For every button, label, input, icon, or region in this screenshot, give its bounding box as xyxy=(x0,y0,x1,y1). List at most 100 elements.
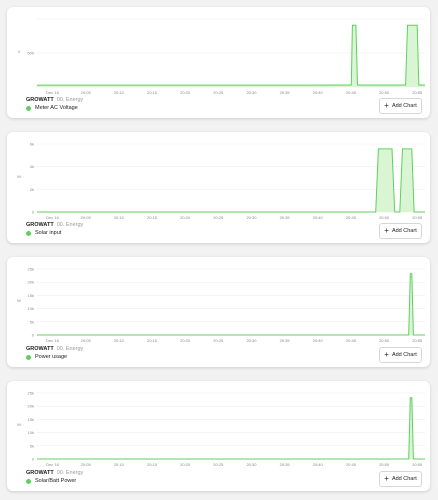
plus-icon: + xyxy=(384,226,389,235)
x-tick-label: Dec 16 xyxy=(46,90,59,95)
x-tick-label: 20:50 xyxy=(379,90,390,95)
chart-card-solar-input: 6k 4k 2k 0 W Dec 16 20:05 20:10 20:15 20:20 20:25 2… xyxy=(7,132,430,243)
metric-label: Power usage xyxy=(35,354,68,360)
series-area xyxy=(37,25,425,87)
x-tick-label: 20:50 xyxy=(379,462,390,467)
y-tick-label: 2k xyxy=(30,187,34,192)
x-tick-label: 20:15 xyxy=(147,90,158,95)
x-tick-label: 20:10 xyxy=(114,462,125,467)
add-chart-label: Add Chart xyxy=(391,103,417,109)
x-tick-label: 20:55 xyxy=(412,90,423,95)
y-axis-unit: W xyxy=(17,174,21,179)
y-tick-label: 5k xyxy=(30,319,34,324)
brand-label: GROWATT xyxy=(26,222,54,228)
x-tick-label: 20:15 xyxy=(147,338,158,343)
series-dot-icon xyxy=(26,354,31,360)
series-area xyxy=(37,148,425,212)
add-chart-button[interactable]: + Add Chart xyxy=(379,471,422,487)
series-dot-icon xyxy=(26,478,31,484)
add-chart-button[interactable]: + Add Chart xyxy=(379,223,422,239)
x-tick-label: 20:25 xyxy=(213,215,224,220)
y-tick-label: 0 xyxy=(32,210,35,215)
x-tick-label: 20:45 xyxy=(346,462,357,467)
y-tick-label: 20k xyxy=(28,280,34,285)
y-tick-label: 0 xyxy=(32,457,35,462)
x-tick-label: 20:35 xyxy=(280,215,291,220)
source-label: 00. Energy xyxy=(56,97,84,103)
series-line xyxy=(37,273,425,336)
chart-card-power-usage: 25k 20k 15k 10k 5k 0 W Dec 16 20:05 20:10 20:15 20:… xyxy=(7,257,430,367)
series-area xyxy=(37,397,425,459)
x-tick-label: 20:05 xyxy=(81,338,92,343)
x-tick-label: 20:05 xyxy=(81,90,92,95)
metric-label: Solar input xyxy=(35,230,62,236)
metric-label: Solar/Batt Power xyxy=(35,478,77,484)
series-dot-icon xyxy=(26,230,31,236)
series-dot-icon xyxy=(26,105,31,111)
x-tick-label: 20:45 xyxy=(346,90,357,95)
x-tick-label: 20:10 xyxy=(114,338,125,343)
x-tick-label: 20:40 xyxy=(313,215,324,220)
brand-label: GROWATT xyxy=(26,97,54,103)
x-tick-label: 20:10 xyxy=(114,215,125,220)
chart-card-solar-batt-power: 25k 20k 15k 10k 5k 0 W Dec 16 20:05 20:10 20:15 20:… xyxy=(7,381,430,491)
y-tick-label: 10k xyxy=(28,306,34,311)
y-tick-label: 15k xyxy=(28,417,34,422)
x-tick-label: 20:15 xyxy=(147,215,158,220)
x-tick-label: 20:35 xyxy=(280,338,291,343)
y-tick-label: 25k xyxy=(28,391,34,396)
y-tick-label: 15k xyxy=(28,293,34,298)
add-chart-button[interactable]: + Add Chart xyxy=(379,347,422,363)
chart-footer: GROWATT 00. Energy Meter AC Voltage xyxy=(26,96,83,112)
series-line xyxy=(37,24,425,86)
y-tick-label: 10k xyxy=(28,430,34,435)
source-label: 00. Energy xyxy=(56,346,84,352)
x-tick-label: 20:40 xyxy=(313,90,324,95)
x-tick-label: Dec 16 xyxy=(46,215,59,220)
x-tick-label: 20:35 xyxy=(280,90,291,95)
chart-plot: 25k 20k 15k 10k 5k 0 W Dec 16 20:05 20:10 20:15 20:… xyxy=(17,267,425,343)
x-tick-label: 20:45 xyxy=(346,338,357,343)
chart-footer: GROWATT 00. Energy Solar input xyxy=(26,221,83,237)
x-tick-label: 20:55 xyxy=(412,215,423,220)
add-chart-button[interactable]: + Add Chart xyxy=(379,98,422,114)
x-tick-label: 20:35 xyxy=(280,462,291,467)
x-tick-label: 20:25 xyxy=(213,338,224,343)
chart-plot: 6k 4k 2k 0 W Dec 16 20:05 20:10 20:15 20:20 20:25 2… xyxy=(17,142,425,220)
plus-icon: + xyxy=(384,101,389,110)
x-tick-label: 20:30 xyxy=(246,462,257,467)
series-line xyxy=(37,397,425,460)
y-tick-label: 5k xyxy=(30,443,34,448)
add-chart-label: Add Chart xyxy=(391,476,417,482)
x-tick-label: 20:50 xyxy=(379,215,390,220)
x-tick-label: Dec 16 xyxy=(46,462,59,467)
x-tick-label: 20:20 xyxy=(180,338,191,343)
x-tick-label: 20:40 xyxy=(313,462,324,467)
x-tick-label: 20:20 xyxy=(180,215,191,220)
chart-card-meter-ac-voltage: 500 V Dec 16 20:05 20:10 20:15 20:20 20:25 20:30… xyxy=(7,7,430,118)
y-tick-label: 25k xyxy=(28,267,34,272)
series-line xyxy=(37,148,425,213)
x-tick-label: 20:30 xyxy=(246,90,257,95)
brand-label: GROWATT xyxy=(26,470,54,476)
chart-plot: 25k 20k 15k 10k 5k 0 W Dec 16 20:05 20:10 20:15 20:… xyxy=(17,391,425,467)
x-tick-label: 20:20 xyxy=(180,462,191,467)
y-tick-label: 500 xyxy=(27,51,34,56)
y-tick-label: 0 xyxy=(32,333,35,338)
x-tick-label: 20:25 xyxy=(213,90,224,95)
y-tick-label: 6k xyxy=(30,142,34,147)
y-axis-unit: V xyxy=(18,49,21,54)
plus-icon: + xyxy=(384,350,389,359)
x-tick-label: 20:25 xyxy=(213,462,224,467)
x-tick-label: 20:30 xyxy=(246,215,257,220)
x-tick-label: 20:45 xyxy=(346,215,357,220)
x-tick-label: 20:40 xyxy=(313,338,324,343)
y-tick-label: 20k xyxy=(28,404,34,409)
add-chart-label: Add Chart xyxy=(391,228,417,234)
x-tick-label: 20:15 xyxy=(147,462,158,467)
add-chart-label: Add Chart xyxy=(391,352,417,358)
x-tick-label: 20:30 xyxy=(246,338,257,343)
y-tick-label: 4k xyxy=(30,164,34,169)
x-tick-label: 20:05 xyxy=(81,462,92,467)
y-axis-unit: W xyxy=(17,298,21,303)
